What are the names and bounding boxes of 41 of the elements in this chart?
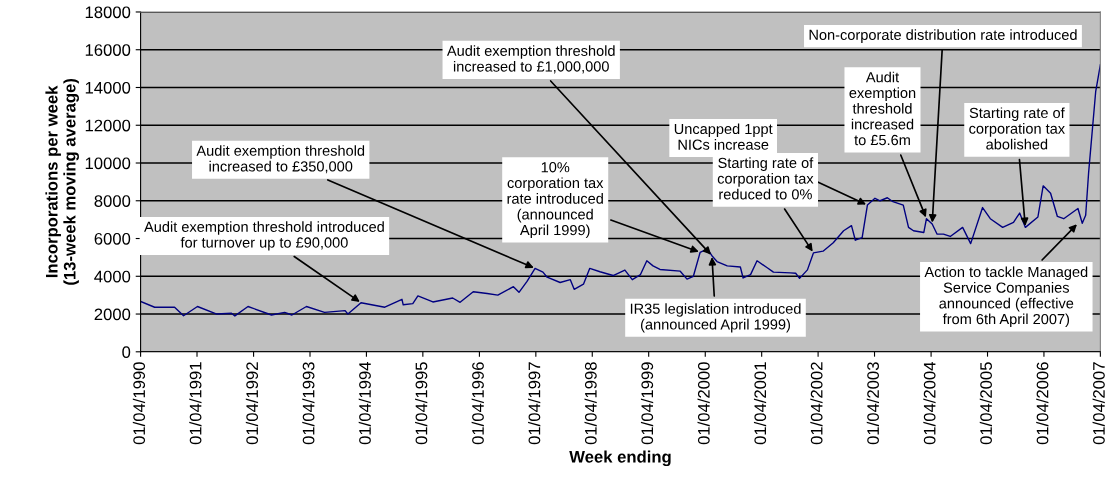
y-tick-label: 16000 xyxy=(85,44,131,56)
annotation: IR35 legislation introduced (announced April 1999) xyxy=(630,303,801,333)
annotation: Audit exemption threshold increased to £350,000 xyxy=(196,145,365,174)
x-tick-label: 01/04/2002 xyxy=(810,362,823,445)
annotation: Non-corporate distribution rate introduced xyxy=(809,29,1077,43)
x-tick-label: 01/04/1995 xyxy=(415,362,428,445)
x-tick-label: 01/04/2003 xyxy=(866,362,879,445)
x-tick-label: 01/04/2000 xyxy=(697,362,710,445)
x-tick-label: 01/04/1992 xyxy=(245,362,259,445)
x-tick-label: 01/04/1998 xyxy=(584,362,597,445)
y-tick-label: 8000 xyxy=(94,195,131,207)
y-axis-title: Incorporations per week (13-week moving average) xyxy=(45,78,79,285)
y-tick-label: 12000 xyxy=(85,119,131,132)
x-tick-label: 01/04/1993 xyxy=(302,362,315,445)
annotation: Starting rate of corporation tax abolished xyxy=(969,107,1065,150)
x-tick-label: 01/04/1994 xyxy=(358,362,371,445)
annotation: Audit exemption threshold increased to £5.6m xyxy=(849,71,916,146)
x-tick-label: 01/04/1996 xyxy=(471,362,484,445)
y-tick-label: 0 xyxy=(122,346,131,358)
annotation: Uncapped 1ppt NICs increase xyxy=(674,123,773,150)
x-tick-label: 01/04/2006 xyxy=(1036,362,1049,445)
annotation: Audit exemption threshold introduced for turnover up to £90,000 xyxy=(144,221,384,251)
x-tick-label: 01/04/2007 xyxy=(1092,362,1105,445)
y-tick-label: 14000 xyxy=(85,81,131,94)
y-tick-label: 6000 xyxy=(94,232,131,245)
annotation: 10% corporation tax rate introduced (announced April 1999) xyxy=(507,162,604,239)
y-tick-label: 4000 xyxy=(94,270,131,283)
x-tick-label: 01/04/1999 xyxy=(640,362,654,445)
x-tick-label: 01/04/1991 xyxy=(189,362,202,445)
x-axis-title: Week ending xyxy=(569,450,671,467)
y-tick-label: 18000 xyxy=(85,6,131,19)
x-tick-label: 01/04/2005 xyxy=(979,362,992,445)
annotation: Action to tackle Managed Service Companies announced (effective from 6th April 2007) xyxy=(924,266,1088,328)
y-tick-label: 2000 xyxy=(94,308,131,321)
annotation: Audit exemption threshold increased to £1,000,000 xyxy=(446,45,615,74)
y-tick-label: 10000 xyxy=(85,157,131,170)
x-tick-label: 01/04/2004 xyxy=(923,362,936,445)
x-tick-label: 01/04/1990 xyxy=(132,362,146,445)
x-tick-label: 01/04/1997 xyxy=(528,362,541,445)
x-tick-label: 01/04/2001 xyxy=(753,362,767,445)
annotation: Starting rate of corporation tax reduced to 0% xyxy=(717,157,814,200)
